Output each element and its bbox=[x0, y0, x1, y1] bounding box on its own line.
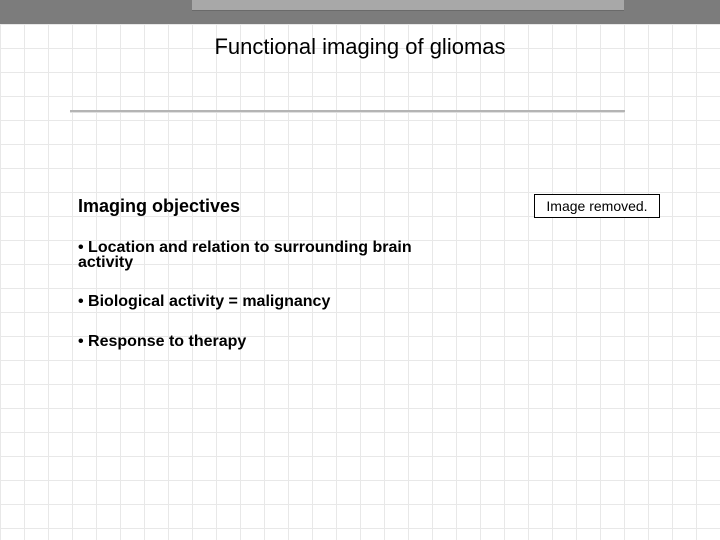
top-banner bbox=[0, 0, 720, 24]
image-placeholder-box: Image removed. bbox=[534, 194, 660, 218]
bullet-item: • Location and relation to surrounding b… bbox=[78, 240, 418, 270]
horizontal-rule bbox=[70, 110, 625, 112]
image-placeholder-text: Image removed. bbox=[546, 198, 647, 214]
bullet-list: • Location and relation to surrounding b… bbox=[78, 240, 418, 373]
top-banner-inner bbox=[192, 0, 624, 11]
subheading: Imaging objectives bbox=[78, 196, 240, 217]
bullet-item: • Biological activity = malignancy bbox=[78, 294, 418, 309]
bullet-item: • Response to therapy bbox=[78, 334, 418, 349]
slide-title: Functional imaging of gliomas bbox=[0, 34, 720, 60]
